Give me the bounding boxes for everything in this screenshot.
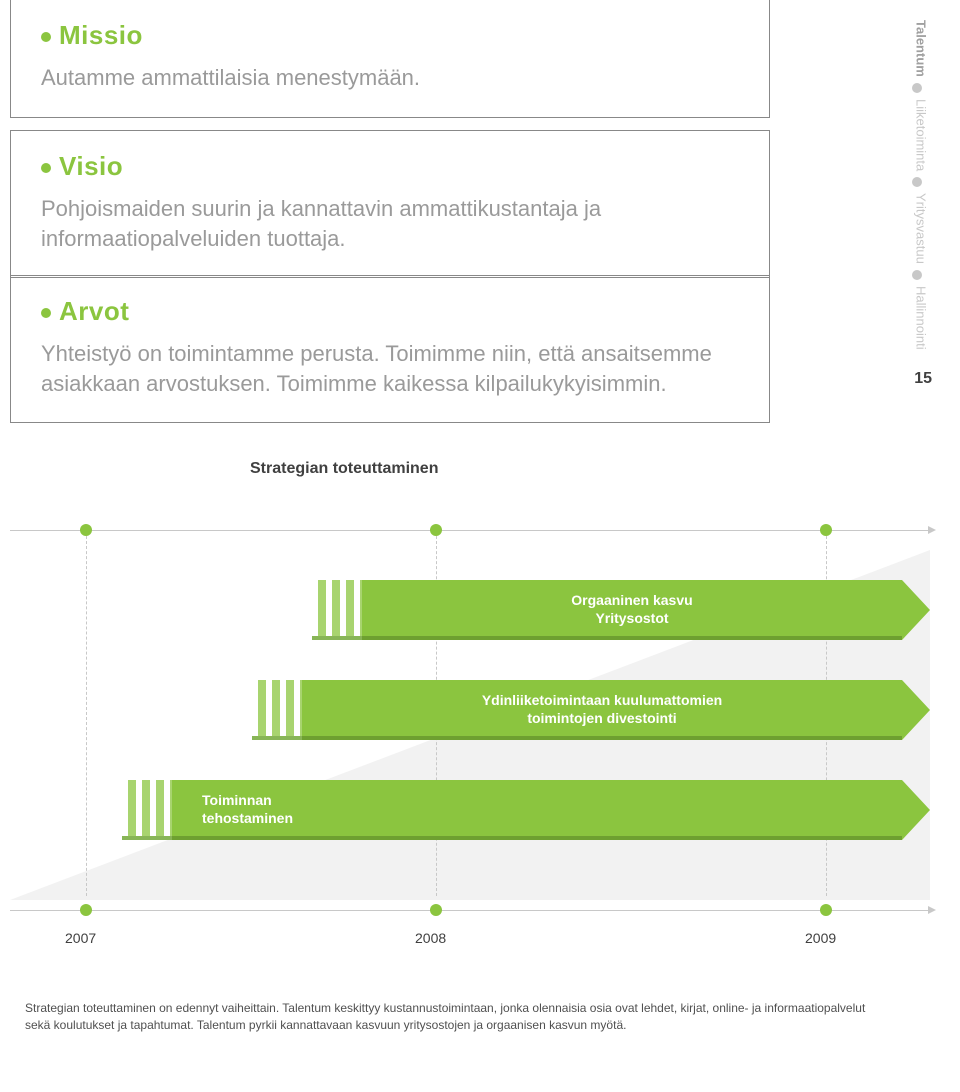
arrow-label-line: tehostaminen <box>202 810 293 826</box>
missio-text: Autamme ammattilaisia menestymään. <box>41 63 739 93</box>
missio-heading: Missio <box>41 20 739 51</box>
page-number: 15 <box>914 370 932 388</box>
hatch-lead <box>122 780 172 840</box>
arvot-heading: Arvot <box>41 296 739 327</box>
arrow-label-line: Toiminnan <box>202 792 272 808</box>
visio-title: Visio <box>59 151 123 181</box>
axis-dot <box>80 904 92 916</box>
timeline-top-axis <box>10 530 930 531</box>
bottom-axis <box>10 910 930 911</box>
hatch-lead <box>312 580 362 640</box>
arrow-label: Toiminnan tehostaminen <box>172 780 902 839</box>
arrow-head-icon <box>902 680 930 740</box>
axis-dot <box>430 904 442 916</box>
arrow-head-icon <box>902 780 930 840</box>
dot-icon <box>912 177 922 187</box>
axis-year: 2007 <box>65 930 96 946</box>
side-labels: Talentum Liiketoiminta Yritysvastuu Hall… <box>912 20 930 350</box>
arvot-text: Yhteistyö on toimintamme perusta. Toimim… <box>41 339 739 398</box>
arrow-label-line: Ydinliiketoimintaan kuulumattomien <box>482 692 722 708</box>
strategy-diagram: Strategian toteuttaminen Orgaaninen kasv… <box>0 460 960 518</box>
visio-box: Visio Pohjoismaiden suurin ja kannattavi… <box>10 130 770 278</box>
bullet-icon <box>41 32 51 42</box>
dot-icon <box>912 83 922 93</box>
axis-year: 2009 <box>805 930 836 946</box>
bullet-icon <box>41 308 51 318</box>
visio-text: Pohjoismaiden suurin ja kannattavin amma… <box>41 194 739 253</box>
axis-year: 2008 <box>415 930 446 946</box>
arrow-label: Orgaaninen kasvu Yritysostot <box>362 580 902 639</box>
arvot-box: Arvot Yhteistyö on toimintamme perusta. … <box>10 275 770 423</box>
missio-title: Missio <box>59 20 143 50</box>
visio-heading: Visio <box>41 151 739 182</box>
bullet-icon <box>41 163 51 173</box>
axis-dot <box>820 904 832 916</box>
arrow-row-efficiency: Toiminnan tehostaminen <box>172 780 902 840</box>
missio-box: Missio Autamme ammattilaisia menestymään… <box>10 0 770 118</box>
side-item: Yritysvastuu <box>914 193 929 264</box>
arrow-label-line: Yritysostot <box>595 610 668 626</box>
arrow-head-icon <box>902 580 930 640</box>
side-item: Hallinnointi <box>914 286 929 350</box>
arrow-row-growth: Orgaaninen kasvu Yritysostot <box>362 580 902 640</box>
diagram-title: Strategian toteuttaminen <box>250 460 960 478</box>
arrow-row-divest: Ydinliiketoimintaan kuulumattomien toimi… <box>302 680 902 740</box>
arrow-label-line: Orgaaninen kasvu <box>571 592 692 608</box>
timeline-dot <box>820 524 832 536</box>
hatch-lead <box>252 680 302 740</box>
side-item: Liiketoiminta <box>914 99 929 171</box>
arrow-label: Ydinliiketoimintaan kuulumattomien toimi… <box>302 680 902 739</box>
brand-name: Talentum <box>914 20 929 77</box>
timeline-dot <box>80 524 92 536</box>
caption-text: Strategian toteuttaminen on edennyt vaih… <box>25 1000 880 1035</box>
timeline-dot <box>430 524 442 536</box>
dot-icon <box>912 270 922 280</box>
arrow-label-line: toimintojen divestointi <box>527 710 676 726</box>
timeline-vline <box>86 536 87 896</box>
arvot-title: Arvot <box>59 296 129 326</box>
